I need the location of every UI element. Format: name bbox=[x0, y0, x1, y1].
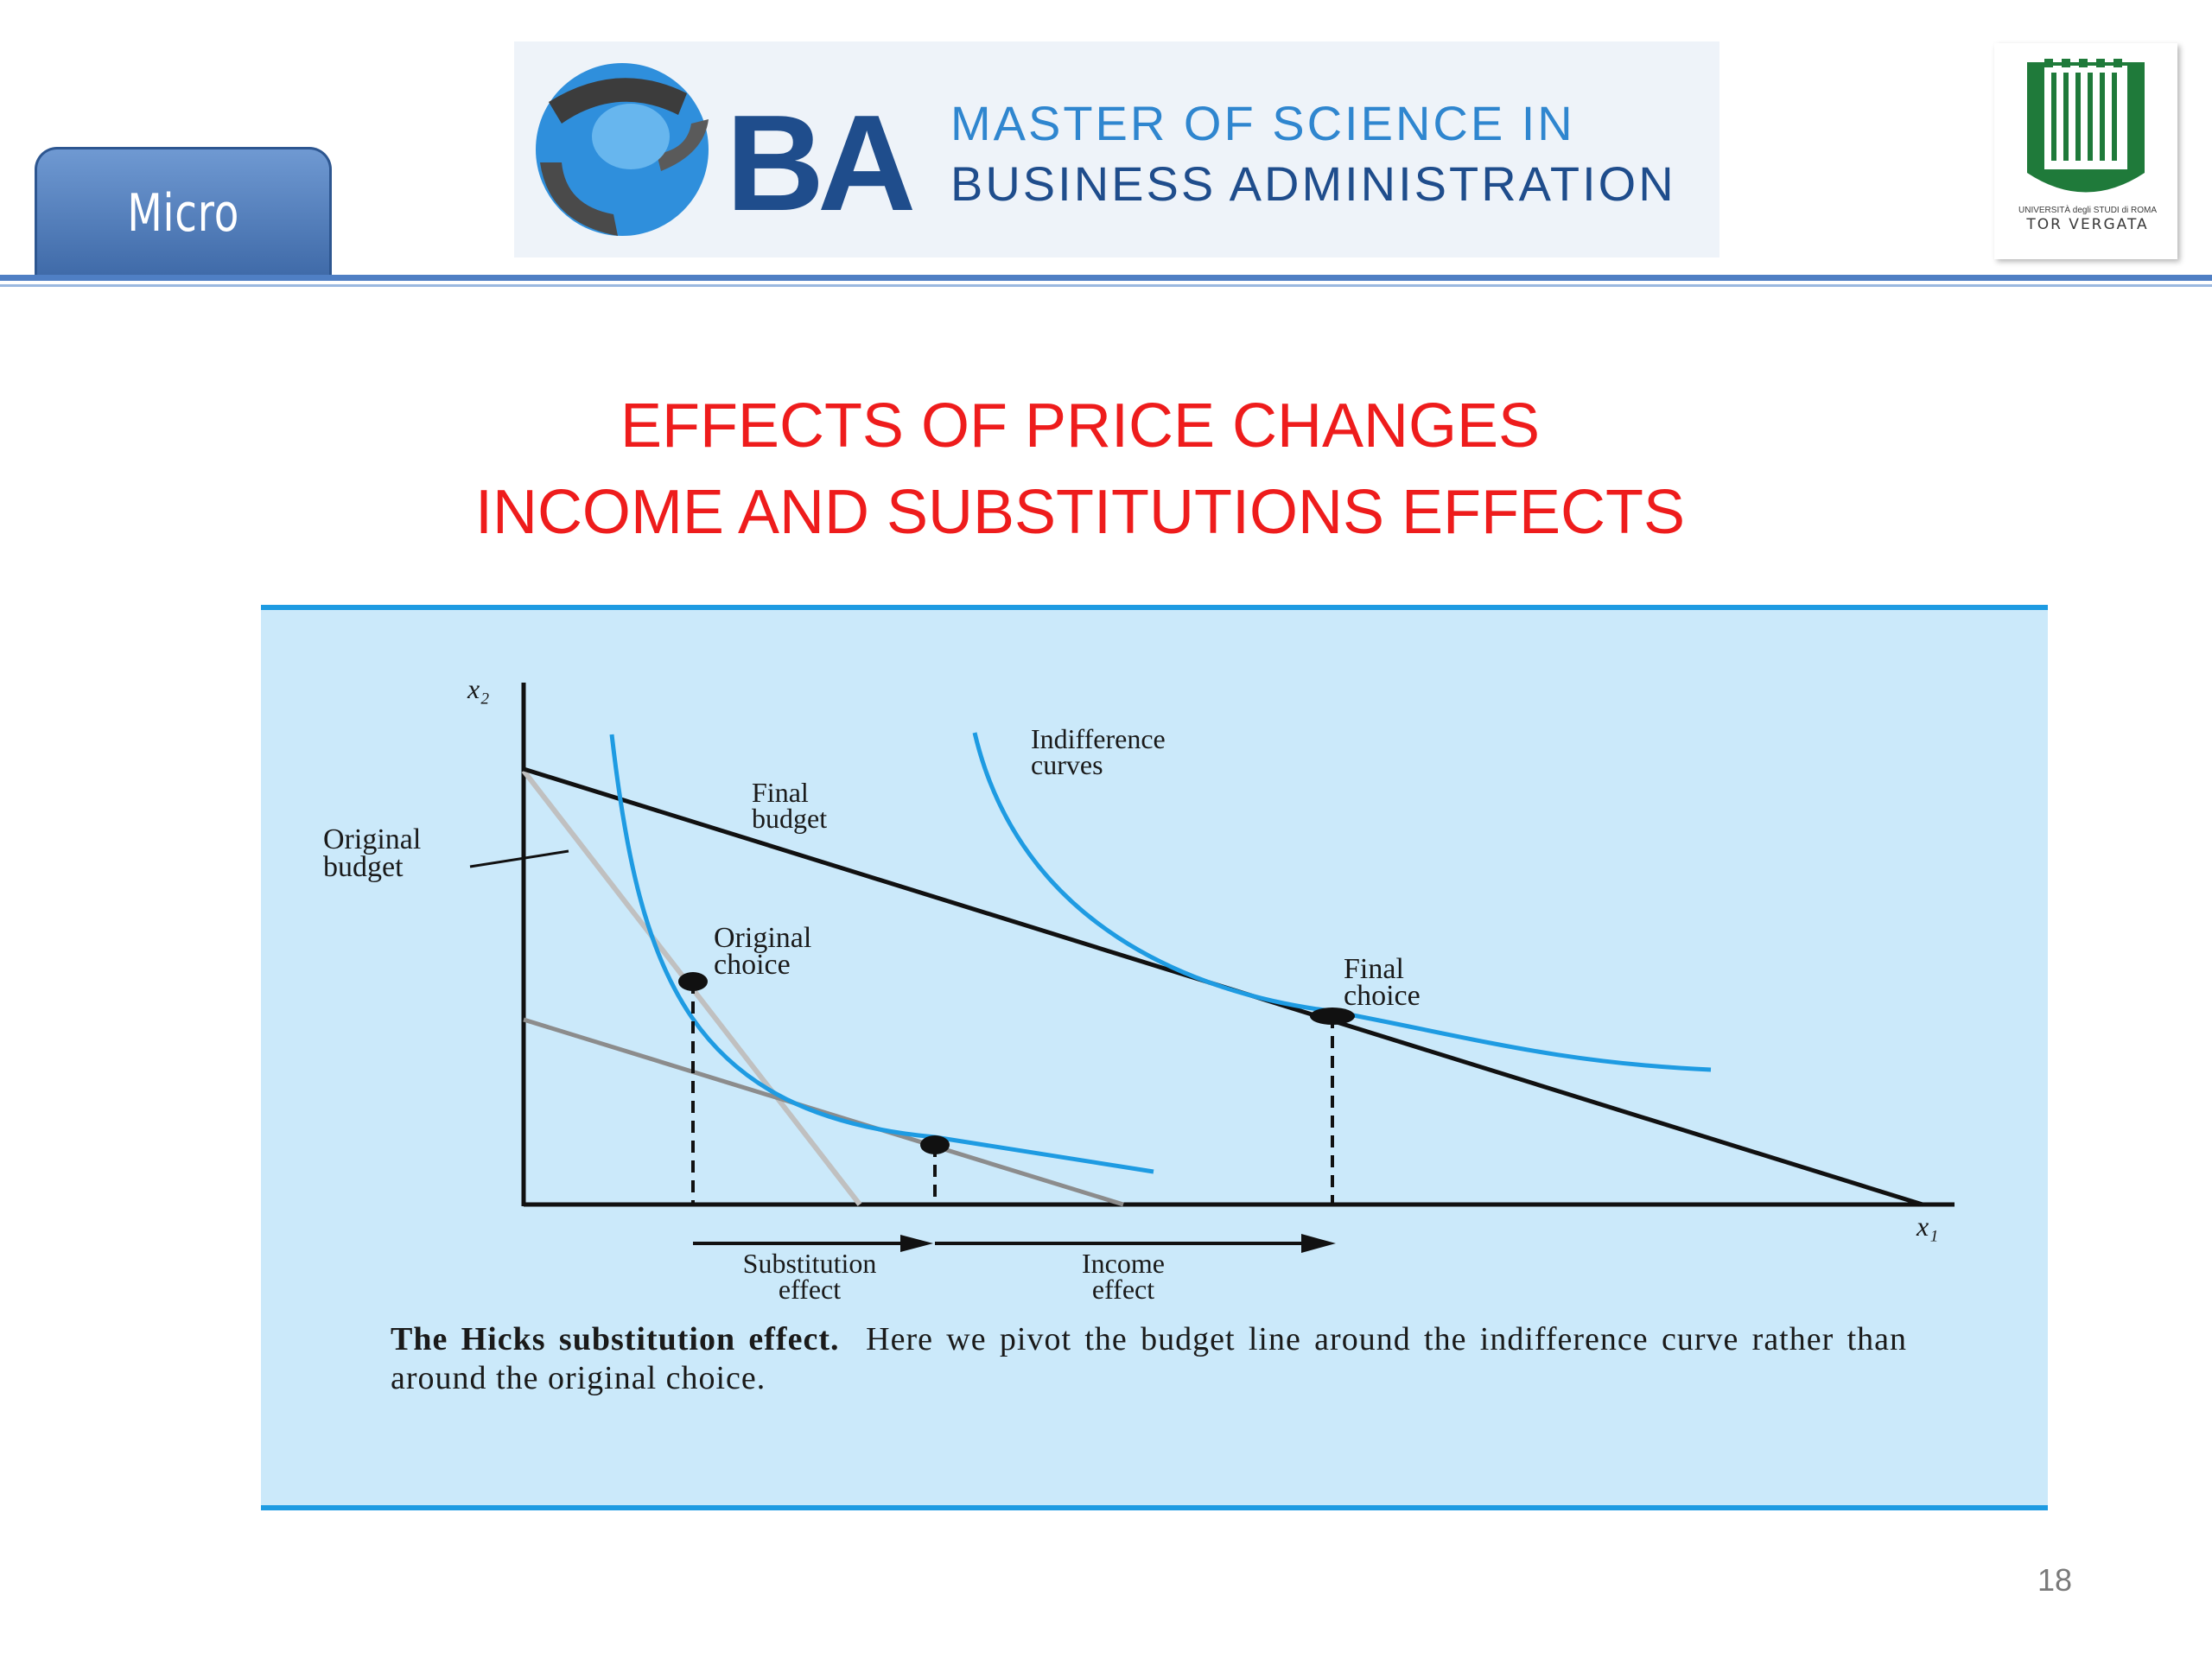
final-choice-label-2: choice bbox=[1344, 980, 1421, 1012]
final-choice-label-1: Final bbox=[1344, 953, 1404, 985]
section-tab-label: Micro bbox=[127, 182, 239, 244]
page-number: 18 bbox=[2037, 1562, 2073, 1598]
university-logo bbox=[1994, 43, 2177, 259]
university-small-text: UNIVERSITÀ degli STUDI di ROMA bbox=[2018, 206, 2158, 215]
original-budget-label-1: Original bbox=[323, 823, 421, 855]
header-divider-secondary bbox=[0, 284, 2212, 287]
header-divider bbox=[0, 275, 2212, 281]
mba-logo: BA MASTER OF SCIENCE IN BUSINESS ADMINIS… bbox=[514, 41, 1719, 257]
substitution-arrowhead bbox=[900, 1235, 933, 1252]
indifference-label-2: curves bbox=[1031, 749, 1103, 780]
original-choice-label-1: Original bbox=[714, 922, 811, 954]
slide-title-line-1: EFFECTS OF PRICE CHANGES bbox=[620, 391, 1541, 461]
original-choice-point bbox=[678, 972, 708, 991]
x-axis-label: x₁ bbox=[1916, 1211, 1938, 1242]
university-emblem-icon bbox=[2027, 59, 2145, 193]
original-budget-label-2: budget bbox=[323, 851, 404, 883]
globe-icon bbox=[536, 63, 709, 236]
income-effect-label-1: Income bbox=[1082, 1248, 1165, 1279]
logo-letters: BA bbox=[726, 87, 916, 239]
pivoted-budget-line bbox=[523, 1017, 1124, 1207]
indifference-label-1: Indifference bbox=[1031, 723, 1166, 754]
caption-heading: The Hicks substitution effect. bbox=[391, 1321, 840, 1357]
figure-caption: The Hicks substitution effect. Here we p… bbox=[391, 1320, 1907, 1398]
logo-line-2: BUSINESS ADMINISTRATION bbox=[950, 156, 1676, 211]
caption-text: Here we pivot the budget line around the… bbox=[391, 1321, 1908, 1396]
y-axis-label: x₂ bbox=[467, 673, 489, 704]
final-budget-label-2: budget bbox=[752, 803, 827, 834]
pivot-choice-point bbox=[920, 1135, 950, 1154]
section-tab-micro[interactable]: Micro bbox=[35, 147, 332, 276]
income-arrowhead bbox=[1301, 1234, 1336, 1253]
university-name: TOR VERGATA bbox=[2026, 216, 2149, 233]
substitution-effect-label-1: Substitution bbox=[743, 1248, 877, 1279]
indifference-curve-low bbox=[609, 734, 1154, 1174]
original-budget-leader bbox=[469, 849, 569, 868]
income-effect-label-2: effect bbox=[1092, 1274, 1154, 1305]
logo-line-1: MASTER OF SCIENCE IN bbox=[950, 96, 1575, 150]
figure-panel bbox=[261, 605, 2048, 1510]
final-choice-point bbox=[1310, 1007, 1355, 1025]
original-choice-label-2: choice bbox=[714, 949, 791, 981]
final-budget-label-1: Final bbox=[752, 777, 809, 808]
slide-title-line-2: INCOME AND SUBSTITUTIONS EFFECTS bbox=[474, 478, 1686, 547]
substitution-effect-label-2: effect bbox=[779, 1274, 841, 1305]
